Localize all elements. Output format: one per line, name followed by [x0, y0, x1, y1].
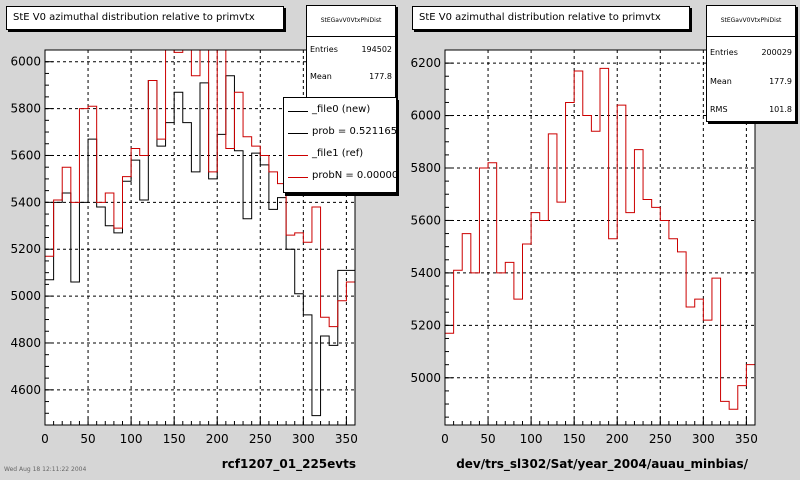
left-series-2	[45, 50, 355, 328]
right-title: StE V0 azimuthal distribution relative t…	[412, 6, 690, 30]
x-tick-label: 300	[692, 432, 715, 446]
x-tick-label: 300	[292, 432, 315, 446]
y-tick-label: 5000	[410, 371, 441, 385]
y-tick-label: 4800	[10, 336, 41, 350]
x-tick-label: 350	[335, 432, 358, 446]
y-tick-label: 5400	[410, 266, 441, 280]
x-tick-label: 200	[606, 432, 629, 446]
left-stat-value: 194502	[361, 45, 392, 54]
y-tick-label: 6000	[10, 55, 41, 69]
left-legend: _file0 (new) prob = 0.521165 _file1 (ref…	[283, 97, 397, 193]
x-tick-label: 150	[563, 432, 586, 446]
right-stat-value: 101.8	[769, 105, 792, 114]
right-stats-box: StEGavV0VtxPhiDist Entries 200029 Mean 177…	[706, 5, 796, 122]
x-tick-label: 50	[480, 432, 495, 446]
y-tick-label: 5400	[10, 195, 41, 209]
footer-timestamp: Wed Aug 18 12:11:22 2004	[4, 466, 87, 473]
legend-entry: _file1 (ref)	[312, 148, 364, 159]
x-tick-label: 200	[206, 432, 229, 446]
x-tick-label: 50	[80, 432, 95, 446]
x-tick-label: 100	[520, 432, 543, 446]
right-series-1	[445, 67, 755, 410]
y-tick-label: 5800	[10, 102, 41, 116]
left-stat-value: 177.8	[369, 72, 392, 81]
right-plot: 0 50 100 150 200 250 300 350 5000 5200 5400 5600 580…	[410, 49, 758, 446]
y-tick-label: 5600	[10, 148, 41, 162]
y-tick-label: 5200	[410, 318, 441, 332]
left-pad: 0 50 100 150 200 250 300 350 4600 4800 5000 5200 540…	[6, 5, 397, 471]
right-stat-label: RMS	[710, 105, 728, 114]
x-tick-label: 350	[735, 432, 758, 446]
right-stats-name: StEGavV0VtxPhiDist	[707, 6, 795, 37]
right-stat-label: Entries	[710, 48, 738, 57]
legend-entry: prob = 0.521165	[312, 126, 397, 137]
right-pad: 0 50 100 150 200 250 300 350 5000 5200 5400 5600 580…	[400, 0, 800, 480]
left-title: StE V0 azimuthal distribution relative t…	[6, 6, 284, 30]
left-stats-name: StEGavV0VtxPhiDist	[307, 6, 395, 37]
right-x-axis-title: dev/trs_sl302/Sat/year_2004/auau_minbias…	[456, 457, 748, 471]
y-tick-label: 4600	[10, 383, 41, 397]
x-tick-label: 0	[441, 432, 449, 446]
x-tick-label: 250	[649, 432, 672, 446]
x-tick-label: 250	[249, 432, 272, 446]
legend-swatch	[288, 177, 308, 178]
legend-entry: probN = 0.000000	[312, 170, 397, 181]
y-tick-label: 5000	[10, 289, 41, 303]
right-stat-value: 177.9	[769, 77, 792, 86]
x-tick-label: 0	[41, 432, 49, 446]
y-tick-label: 5200	[10, 242, 41, 256]
right-stat-value: 200029	[761, 48, 792, 57]
y-tick-label: 5600	[410, 213, 441, 227]
legend-entry: _file0 (new)	[312, 104, 371, 115]
y-tick-label: 6200	[410, 56, 441, 70]
y-tick-label: 5800	[410, 161, 441, 175]
x-tick-label: 100	[120, 432, 143, 446]
legend-swatch	[288, 111, 308, 112]
x-tick-label: 150	[163, 432, 186, 446]
left-stat-label: Mean	[310, 72, 332, 81]
left-stat-label: Entries	[310, 45, 338, 54]
legend-swatch	[288, 133, 308, 134]
left-x-axis-title: rcf1207_01_225evts	[221, 457, 356, 471]
right-stat-label: Mean	[710, 77, 732, 86]
legend-swatch	[288, 155, 308, 156]
y-tick-label: 6000	[410, 109, 441, 123]
